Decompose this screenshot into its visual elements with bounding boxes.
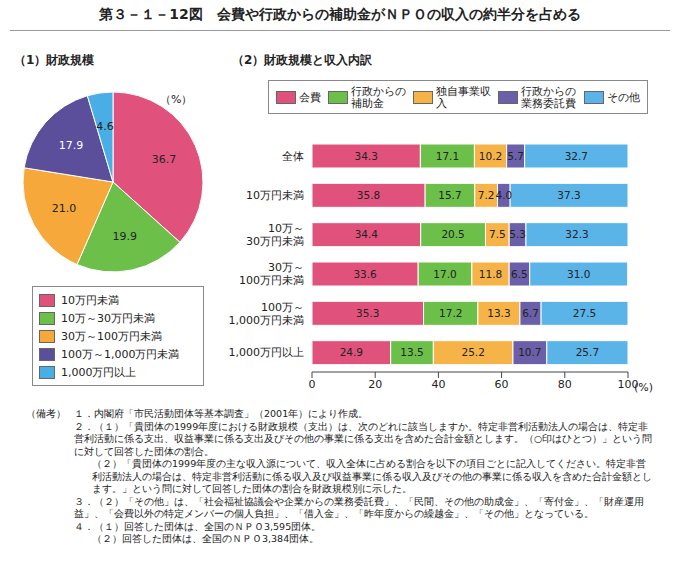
html-text:独自事業収入: 独自事業収入 xyxy=(436,85,491,109)
html-text:1,000万円以上: 1,000万円以上 xyxy=(61,365,137,379)
svg-text:25.2: 25.2 xyxy=(461,346,484,358)
svg-text:37.3: 37.3 xyxy=(557,189,580,201)
svg-text:4.0: 4.0 xyxy=(495,189,512,201)
svg-text:13.3: 13.3 xyxy=(487,307,510,319)
svg-text:25.7: 25.7 xyxy=(576,346,599,358)
svg-text:34.4: 34.4 xyxy=(355,228,379,240)
svg-text:5.7: 5.7 xyxy=(507,150,524,162)
svg-text:34.3: 34.3 xyxy=(354,150,377,162)
svg-text:4.6: 4.6 xyxy=(96,120,114,133)
svg-text:100: 100 xyxy=(617,377,639,391)
svg-text:31.0: 31.0 xyxy=(567,268,590,280)
svg-text:7.5: 7.5 xyxy=(489,228,506,240)
svg-text:1,000万円以上: 1,000万円以上 xyxy=(229,346,305,359)
svg-text:10万～30万円未満: 10万～30万円未満 xyxy=(246,221,304,247)
svg-text:7.2: 7.2 xyxy=(478,189,495,201)
svg-text:24.9: 24.9 xyxy=(340,346,363,358)
html-text:（備考）: （備考） xyxy=(26,408,66,419)
svg-text:15.7: 15.7 xyxy=(438,189,461,201)
svg-text:30万～100万円未満: 30万～100万円未満 xyxy=(239,261,304,287)
svg-text:6.5: 6.5 xyxy=(511,268,528,280)
svg-text:17.2: 17.2 xyxy=(439,307,462,319)
html-text:（1）財政規模: （1）財政規模 xyxy=(14,53,95,67)
svg-text:20.5: 20.5 xyxy=(441,228,464,240)
svg-text:40: 40 xyxy=(431,378,445,391)
html-text:（２）「貴団体の1999年度の主な収入源について、収入全体に: （２）「貴団体の1999年度の主な収入源について、収入全体に占める割合を以下の項… xyxy=(92,458,652,494)
svg-text:27.5: 27.5 xyxy=(573,307,596,319)
svg-text:35.3: 35.3 xyxy=(356,307,379,319)
svg-text:20: 20 xyxy=(368,378,382,391)
svg-text:10万円未満: 10万円未満 xyxy=(246,189,304,202)
svg-text:17.9: 17.9 xyxy=(59,139,84,152)
svg-text:5.3: 5.3 xyxy=(509,228,526,240)
svg-text:13.5: 13.5 xyxy=(400,346,423,358)
svg-text:36.7: 36.7 xyxy=(152,153,177,166)
svg-text:32.3: 32.3 xyxy=(565,228,588,240)
svg-text:0: 0 xyxy=(309,378,316,391)
svg-text:80: 80 xyxy=(558,378,572,391)
html-text:１．内閣府「市民活動団体等基本調査」（2001年）により作成: １．内閣府「市民活動団体等基本調査」（2001年）により作成。 xyxy=(74,408,369,419)
html-text:（２）回答した団体は、全国のＮＰＯ3,384団体。: （２）回答した団体は、全国のＮＰＯ3,384団体。 xyxy=(92,533,320,544)
svg-text:17.1: 17.1 xyxy=(436,150,459,162)
svg-text:全体: 全体 xyxy=(282,149,304,162)
html-text:４．（１）回答した団体は、全国のＮＰＯ3,595団体。: ４．（１）回答した団体は、全国のＮＰＯ3,595団体。 xyxy=(74,520,322,532)
html-text:30万～100万円未満: 30万～100万円未満 xyxy=(61,329,162,343)
html-text:行政からの補助金: 行政からの補助金 xyxy=(350,85,406,109)
svg-text:19.9: 19.9 xyxy=(113,230,138,243)
html-text:２．（１）「貴団体の1999年度における財政規模（支出）は、: ２．（１）「貴団体の1999年度における財政規模（支出）は、次のどれに該当します… xyxy=(74,420,653,457)
svg-text:32.7: 32.7 xyxy=(565,150,588,162)
svg-text:6.7: 6.7 xyxy=(522,307,539,319)
svg-text:10.7: 10.7 xyxy=(518,346,541,358)
html-text:３．（２）「その他」は、「社会福祉協議会や企業からの業務委託: ３．（２）「その他」は、「社会福祉協議会や企業からの業務委託費」、「民間、その他… xyxy=(74,495,644,519)
html-text:100万～1,000万円未満: 100万～1,000万円未満 xyxy=(61,347,180,361)
html-text:行政からの業務委託費: 行政からの業務委託費 xyxy=(521,85,577,109)
html-text:会費: 会費 xyxy=(299,91,322,103)
html-text:10万円未満: 10万円未満 xyxy=(61,293,119,307)
svg-text:21.0: 21.0 xyxy=(52,202,77,215)
svg-text:60: 60 xyxy=(495,378,509,391)
svg-text:17.0: 17.0 xyxy=(433,268,456,280)
html-text:（2）財政規模と収入内訳: （2）財政規模と収入内訳 xyxy=(232,53,373,67)
svg-text:33.6: 33.6 xyxy=(353,268,377,280)
svg-text:11.8: 11.8 xyxy=(479,268,502,280)
html-text:第３－１－12図 会費や行政からの補助金がＮＰＯの収入の約半: 第３－１－12図 会費や行政からの補助金がＮＰＯの収入の約半分を占める xyxy=(99,6,581,22)
svg-text:10.2: 10.2 xyxy=(479,150,502,162)
html-text:その他: その他 xyxy=(606,91,640,103)
svg-text:35.8: 35.8 xyxy=(357,189,380,201)
html-text:10万～30万円未満: 10万～30万円未満 xyxy=(61,311,155,325)
svg-text:100万～1,000万円未満: 100万～1,000万円未満 xyxy=(229,300,305,326)
